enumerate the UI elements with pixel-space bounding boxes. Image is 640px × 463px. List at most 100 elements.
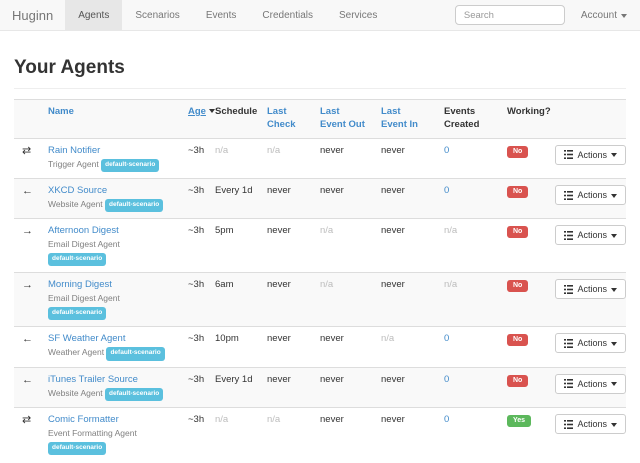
actions-button[interactable]: Actions (555, 333, 626, 354)
last-check-value: never (267, 333, 291, 345)
tab-services[interactable]: Services (338, 9, 378, 21)
events-created-link[interactable]: 0 (444, 333, 450, 345)
actions-button-label: Actions (577, 230, 607, 241)
agent-name-link[interactable]: Comic Formatter (48, 414, 119, 426)
schedule-value: Every 1d (215, 373, 253, 385)
last-event-out-value: n/a (320, 225, 334, 237)
agent-type-label: Trigger Agent (48, 158, 99, 169)
scenario-badge[interactable]: default-scenario (105, 199, 164, 213)
events-created-value: n/a (444, 225, 458, 237)
sort-by-name-link[interactable]: Name (48, 106, 74, 117)
scenario-badge[interactable]: default-scenario (48, 253, 107, 267)
events-created-link[interactable]: 0 (444, 185, 450, 197)
last-event-out-value: n/a (320, 279, 334, 291)
chevron-down-icon (611, 233, 617, 238)
list-icon (564, 419, 574, 429)
agent-name-link[interactable]: Morning Digest (48, 279, 112, 291)
last-event-out-value: never (320, 144, 344, 156)
chevron-down-icon (611, 287, 617, 292)
last-event-out-value: never (320, 333, 344, 345)
exchange-icon: ⇄ (22, 144, 32, 157)
chevron-down-icon (611, 422, 617, 427)
actions-button-label: Actions (577, 149, 607, 160)
scenario-badge[interactable]: default-scenario (101, 158, 160, 173)
schedule-value: 6am (215, 279, 234, 291)
arrow-left-icon: ← (22, 373, 33, 386)
schedule-value: Every 1d (215, 185, 253, 197)
nav-tabs: Agents Scenarios Events Credentials Serv… (65, 0, 390, 30)
list-icon (564, 230, 574, 240)
actions-button-label: Actions (577, 338, 607, 349)
tab-scenarios[interactable]: Scenarios (135, 9, 180, 21)
arrow-left-icon: ← (22, 185, 33, 198)
age-value: ~3h (188, 414, 205, 426)
agent-subline: Trigger Agent default-scenario (48, 158, 172, 173)
working-badge: No (507, 334, 529, 347)
working-badge: Yes (507, 415, 532, 428)
actions-button[interactable]: Actions (555, 373, 626, 394)
agent-name-link[interactable]: Rain Notifier (48, 144, 101, 156)
tab-events[interactable]: Events (205, 9, 237, 21)
actions-button[interactable]: Actions (555, 414, 626, 435)
last-event-in-value: never (381, 414, 405, 426)
sort-by-age-link[interactable]: Age (188, 106, 206, 117)
actions-button-label: Actions (577, 284, 607, 295)
table-row: → Morning Digest Email Digest Agent defa… (14, 272, 626, 327)
search-input[interactable] (454, 5, 565, 25)
actions-button-label: Actions (577, 190, 607, 201)
table-row: ⇄ Rain Notifier Trigger Agent default-sc… (14, 138, 626, 178)
agent-subline: Email Digest Agent default-scenario (48, 238, 172, 267)
agent-type-label: Email Digest Agent (48, 239, 120, 250)
sort-by-last-check-link[interactable]: Last Check (267, 106, 296, 130)
exchange-icon: ⇄ (22, 414, 32, 427)
working-badge: No (507, 280, 529, 293)
brand-link[interactable]: Huginn (12, 7, 54, 23)
chevron-down-icon (611, 153, 617, 158)
agent-name-link[interactable]: Afternoon Digest (48, 225, 119, 237)
last-event-in-value: never (381, 144, 405, 156)
last-event-in-value: never (381, 225, 405, 237)
list-icon (564, 190, 574, 200)
tab-credentials[interactable]: Credentials (262, 9, 313, 21)
agent-name-link[interactable]: iTunes Trailer Source (48, 373, 138, 385)
events-created-link[interactable]: 0 (444, 144, 450, 156)
scenario-badge[interactable]: default-scenario (48, 441, 107, 456)
events-created-link[interactable]: 0 (444, 414, 450, 426)
last-check-value: n/a (267, 144, 281, 156)
last-event-in-value: never (381, 185, 405, 197)
age-value: ~3h (188, 373, 205, 385)
age-value: ~3h (188, 225, 205, 237)
events-created-link[interactable]: 0 (444, 373, 450, 385)
schedule-value: n/a (215, 144, 229, 156)
working-badge: No (507, 374, 529, 387)
actions-button[interactable]: Actions (555, 225, 626, 246)
age-value: ~3h (188, 185, 205, 197)
scenario-badge[interactable]: default-scenario (105, 387, 164, 402)
account-menu[interactable]: Account (581, 10, 627, 21)
arrow-right-icon: → (22, 279, 33, 292)
age-value: ~3h (188, 144, 205, 156)
age-value: ~3h (188, 333, 205, 345)
agent-type-label: Weather Agent (48, 347, 105, 358)
actions-button[interactable]: Actions (555, 144, 626, 165)
actions-button[interactable]: Actions (555, 279, 626, 300)
last-event-in-value: never (381, 279, 405, 291)
agent-subline: Event Formatting Agent default-scenario (48, 427, 172, 456)
scenario-badge[interactable]: default-scenario (106, 347, 165, 361)
sort-caret-icon (208, 109, 215, 114)
navbar-right: Account (454, 0, 640, 30)
last-check-value: never (267, 185, 291, 197)
last-check-value: never (267, 279, 291, 291)
working-column-header: Working? (507, 106, 551, 117)
agent-subline: Website Agent default-scenario (48, 387, 172, 402)
tab-agents[interactable]: Agents (65, 0, 123, 30)
last-check-value: n/a (267, 414, 281, 426)
table-row: ← iTunes Trailer Source Website Agent de… (14, 367, 626, 408)
agent-name-link[interactable]: SF Weather Agent (48, 333, 126, 345)
agent-name-link[interactable]: XKCD Source (48, 185, 108, 197)
sort-by-last-event-in-link[interactable]: Last Event In (381, 106, 418, 130)
scenario-badge[interactable]: default-scenario (48, 306, 107, 321)
actions-button[interactable]: Actions (555, 185, 626, 206)
sort-by-last-event-out-link[interactable]: Last Event Out (320, 106, 365, 130)
agents-table: Name Age Schedule Last Check Last Event … (14, 99, 626, 461)
